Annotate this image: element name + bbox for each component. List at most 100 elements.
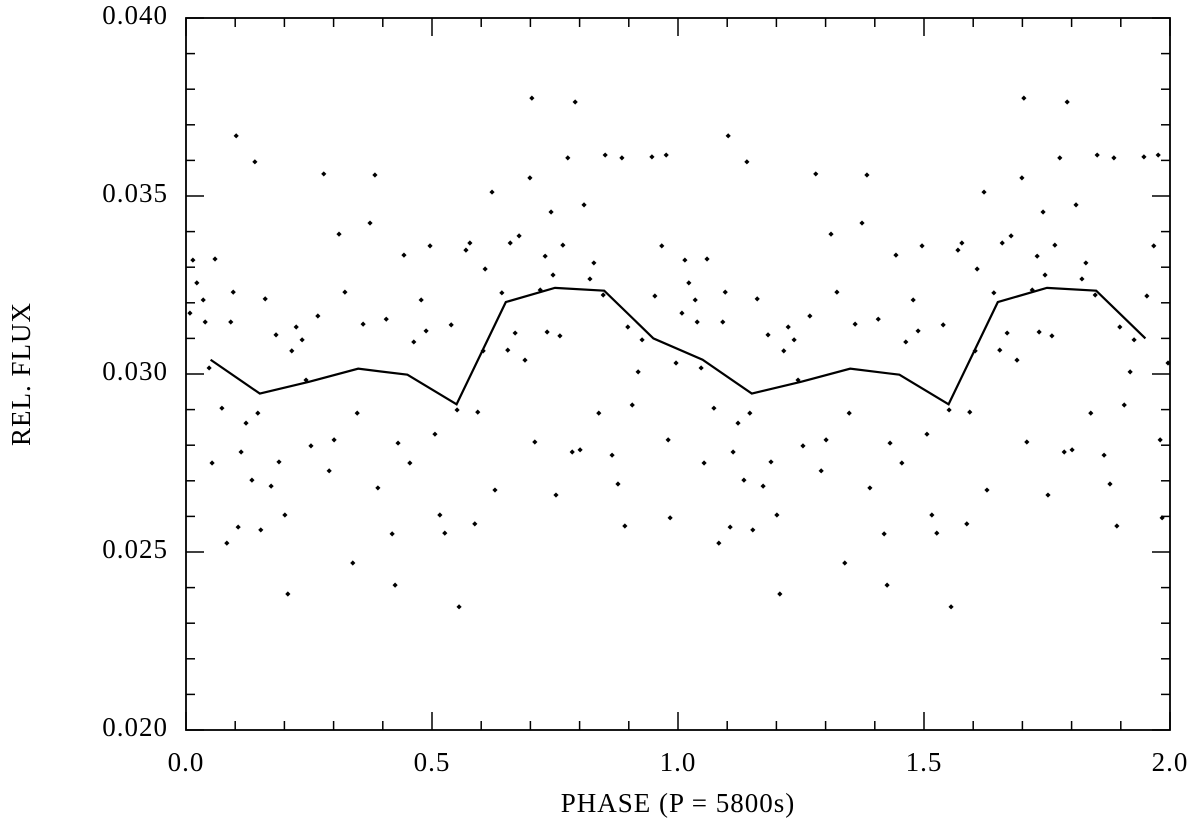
data-point <box>596 410 602 416</box>
data-point <box>233 133 239 139</box>
data-point <box>285 591 291 597</box>
data-point <box>846 410 852 416</box>
y-axis-title: REL. FLUX <box>6 302 36 446</box>
data-point <box>492 487 498 493</box>
data-point <box>663 152 669 158</box>
data-point <box>997 347 1003 353</box>
data-point <box>194 280 200 286</box>
data-point <box>482 266 488 272</box>
data-point <box>550 272 556 278</box>
data-point <box>735 420 741 426</box>
data-point <box>383 316 389 322</box>
data-point <box>1008 233 1014 239</box>
data-point <box>243 420 249 426</box>
data-point <box>750 527 756 533</box>
data-point <box>308 443 314 449</box>
data-point <box>852 321 858 327</box>
data-point <box>1042 272 1048 278</box>
data-point <box>694 319 700 325</box>
y-tick-label: 0.030 <box>102 356 168 386</box>
data-point <box>701 460 707 466</box>
data-point <box>910 297 916 303</box>
data-point <box>1069 447 1075 453</box>
data-point <box>336 231 342 237</box>
x-tick-label: 2.0 <box>1152 747 1189 777</box>
data-point <box>591 260 597 266</box>
data-point <box>432 431 438 437</box>
data-point <box>615 481 621 487</box>
data-point <box>875 316 881 322</box>
data-point <box>711 405 717 411</box>
data-point <box>507 240 513 246</box>
y-tick-label: 0.040 <box>102 0 168 30</box>
data-point <box>273 332 279 338</box>
data-point <box>716 540 722 546</box>
data-point <box>1114 523 1120 529</box>
data-point <box>1049 333 1055 339</box>
x-tick-label: 1.0 <box>660 747 697 777</box>
data-point <box>991 290 997 296</box>
data-point <box>522 357 528 363</box>
data-point <box>619 155 625 161</box>
data-point <box>437 512 443 518</box>
data-point <box>795 377 801 383</box>
data-point <box>823 437 829 443</box>
data-point <box>569 449 575 455</box>
data-point <box>512 330 518 336</box>
data-point <box>1111 155 1117 161</box>
data-point <box>505 347 511 353</box>
data-point <box>948 604 954 610</box>
data-point <box>919 243 925 249</box>
data-point <box>1073 202 1079 208</box>
data-point <box>1040 209 1046 215</box>
data-point <box>219 405 225 411</box>
data-point <box>722 289 728 295</box>
data-point <box>228 319 234 325</box>
data-point <box>238 449 244 455</box>
data-point <box>744 159 750 165</box>
data-point <box>864 172 870 178</box>
data-point <box>765 332 771 338</box>
data-point <box>929 512 935 518</box>
data-point <box>649 154 655 160</box>
data-point <box>1151 243 1157 249</box>
data-point <box>411 339 417 345</box>
data-point <box>230 289 236 295</box>
data-point <box>785 324 791 330</box>
data-point <box>367 220 373 226</box>
data-point <box>489 189 495 195</box>
data-point <box>527 175 533 181</box>
data-point <box>899 460 905 466</box>
data-point <box>1157 437 1163 443</box>
data-point <box>984 487 990 493</box>
data-point <box>741 477 747 483</box>
data-point <box>754 296 760 302</box>
data-point <box>395 440 401 446</box>
data-point <box>884 582 890 588</box>
data-point <box>747 410 753 416</box>
data-point <box>924 431 930 437</box>
data-point <box>967 409 973 415</box>
data-point <box>442 530 448 536</box>
data-point <box>639 337 645 343</box>
data-point <box>859 220 865 226</box>
data-point <box>1121 402 1127 408</box>
data-point <box>532 439 538 445</box>
data-point <box>903 339 909 345</box>
data-point <box>1019 175 1025 181</box>
data-point <box>609 452 615 458</box>
data-point <box>252 159 258 165</box>
data-point <box>622 523 628 529</box>
data-point <box>331 437 337 443</box>
data-point <box>1057 155 1063 161</box>
y-tick-label: 0.020 <box>102 712 168 742</box>
data-point <box>915 328 921 334</box>
x-axis-title: PHASE (P = 5800s) <box>561 788 796 818</box>
data-point <box>602 152 608 158</box>
data-point <box>321 171 327 177</box>
data-point <box>652 293 658 299</box>
data-point <box>375 485 381 491</box>
data-point <box>544 329 550 335</box>
data-point <box>807 313 813 319</box>
data-point <box>392 582 398 588</box>
